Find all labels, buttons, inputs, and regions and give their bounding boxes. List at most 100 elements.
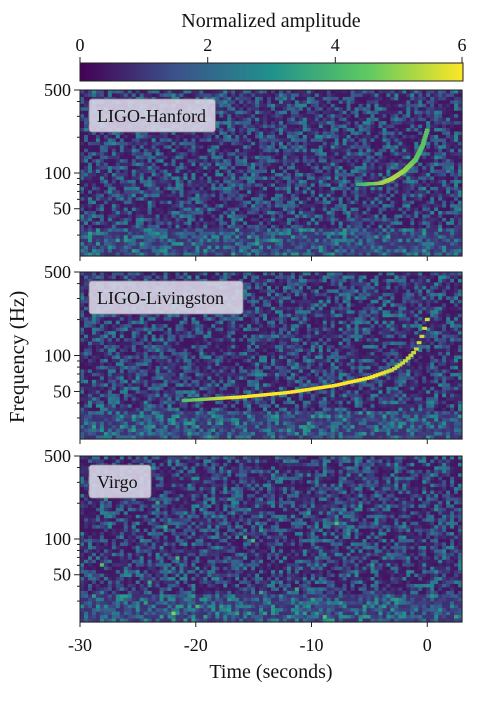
heatmap-cell [315, 239, 320, 243]
heatmap-cell [120, 156, 125, 160]
heatmap-cell [128, 194, 133, 198]
heatmap-cell [179, 93, 184, 97]
heatmap-cell [231, 128, 236, 132]
heatmap-cell [219, 152, 224, 156]
heatmap-cell [140, 208, 145, 212]
heatmap-cell [406, 190, 411, 194]
heatmap-cell [307, 135, 312, 139]
heatmap-cell [378, 215, 383, 219]
heatmap-cell [327, 104, 332, 108]
heatmap-cell [243, 93, 248, 97]
heatmap-cell [454, 232, 459, 236]
heatmap-cell [84, 90, 89, 94]
heatmap-cell [275, 272, 280, 276]
heatmap-cell [295, 156, 300, 160]
heatmap-cell [347, 135, 352, 139]
heatmap-cell [271, 242, 276, 246]
heatmap-cell [422, 201, 427, 205]
heatmap-cell [227, 90, 232, 94]
heatmap-cell [370, 145, 375, 149]
heatmap-cell [211, 218, 216, 222]
heatmap-cell [164, 90, 169, 94]
heatmap-cell [243, 235, 248, 239]
heatmap-cell [132, 239, 137, 243]
heatmap-cell [386, 97, 391, 101]
heatmap-cell [271, 173, 276, 177]
heatmap-cell [323, 132, 328, 136]
heatmap-cell [426, 145, 431, 149]
heatmap-cell [247, 228, 252, 232]
heatmap-cell [450, 97, 455, 101]
heatmap-cell [255, 114, 260, 118]
heatmap-cell [319, 149, 324, 153]
heatmap-cell [235, 232, 240, 236]
heatmap-cell [335, 180, 340, 184]
heatmap-cell [327, 132, 332, 136]
heatmap-cell [299, 132, 304, 136]
heatmap-cell [347, 152, 352, 156]
heatmap-cell [442, 159, 447, 163]
heatmap-cell [247, 173, 252, 177]
heatmap-cell [231, 197, 236, 201]
heatmap-cell [438, 215, 443, 219]
heatmap-cell [291, 149, 296, 153]
heatmap-cell [291, 111, 296, 115]
heatmap-cell [195, 90, 200, 94]
heatmap-cell [426, 190, 431, 194]
heatmap-cell [251, 242, 256, 246]
heatmap-cell [124, 166, 129, 170]
heatmap-cell [275, 114, 280, 118]
heatmap-cell [100, 138, 105, 142]
heatmap-cell [183, 135, 188, 139]
heatmap-cell [179, 176, 184, 180]
heatmap-cell [156, 93, 161, 97]
heatmap-cell [172, 218, 177, 222]
heatmap-cell [327, 218, 332, 222]
heatmap-cell [454, 93, 459, 97]
heatmap-cell [128, 239, 133, 243]
heatmap-cell [243, 275, 248, 279]
heatmap-cell [414, 218, 419, 222]
heatmap-cell [136, 249, 141, 253]
heatmap-cell [351, 93, 356, 97]
heatmap-cell [374, 149, 379, 153]
heatmap-cell [223, 173, 228, 177]
heatmap-cell [104, 194, 109, 198]
heatmap-cell [339, 114, 344, 118]
heatmap-cell [116, 194, 121, 198]
heatmap-cell [311, 187, 316, 191]
heatmap-cell [291, 249, 296, 253]
heatmap-cell [108, 149, 113, 153]
heatmap-cell [303, 104, 308, 108]
heatmap-cell [307, 156, 312, 160]
heatmap-cell [267, 218, 272, 222]
heatmap-cell [259, 138, 264, 142]
heatmap-cell [108, 232, 113, 236]
heatmap-cell [207, 156, 212, 160]
heatmap-cell [255, 228, 260, 232]
heatmap-cell [363, 128, 368, 132]
heatmap-cell [132, 228, 137, 232]
heatmap-cell [243, 208, 248, 212]
heatmap-cell [307, 173, 312, 177]
heatmap-cell [410, 132, 415, 136]
heatmap-cell [418, 242, 423, 246]
heatmap-cell [386, 211, 391, 215]
heatmap-cell [108, 156, 113, 160]
heatmap-cell [279, 138, 284, 142]
heatmap-cell [144, 221, 149, 225]
heatmap-cell [386, 208, 391, 212]
heatmap-cell [426, 104, 431, 108]
heatmap-cell [355, 166, 360, 170]
heatmap-cell [426, 221, 431, 225]
heatmap-cell [343, 145, 348, 149]
heatmap-cell [187, 173, 192, 177]
heatmap-cell [335, 215, 340, 219]
heatmap-cell [283, 249, 288, 253]
heatmap-cell [307, 228, 312, 232]
heatmap-cell [331, 275, 336, 279]
heatmap-cell [347, 215, 352, 219]
heatmap-cell [263, 221, 268, 225]
heatmap-cell [370, 218, 375, 222]
heatmap-cell [434, 190, 439, 194]
